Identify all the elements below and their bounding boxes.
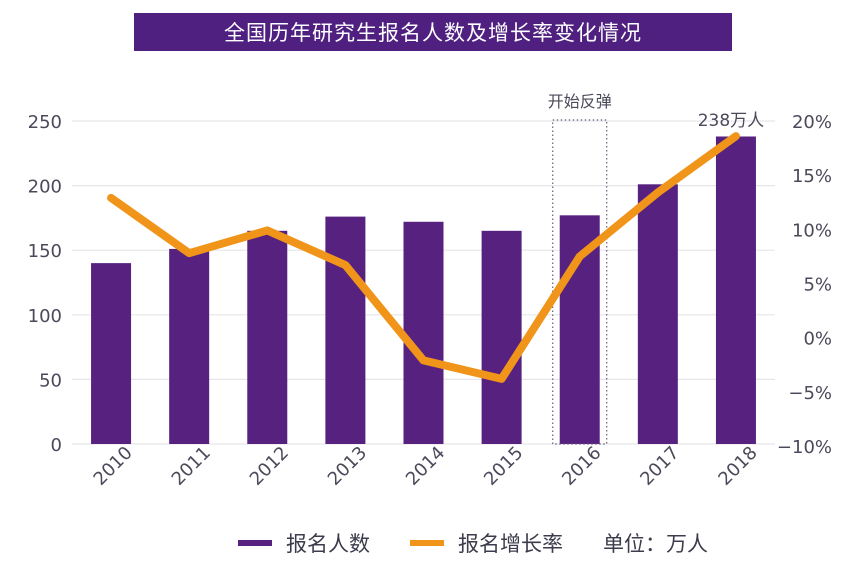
y-left-tick-label: 150 <box>28 241 62 262</box>
x-tick-label: 2014 <box>402 442 449 489</box>
legend-swatch-bar <box>238 540 272 546</box>
legend-item-line: 报名增长率 <box>410 528 563 558</box>
chart-title: 全国历年研究生报名人数及增长率变化情况 <box>134 13 732 51</box>
bar-2018 <box>715 136 756 444</box>
legend-unit-note: 单位：万人 <box>603 528 708 558</box>
legend-label-bar: 报名人数 <box>286 532 370 556</box>
rebound-highlight-box <box>552 119 608 445</box>
bar-2012 <box>247 230 288 444</box>
y-right-tick-label: 20% <box>792 112 832 133</box>
y-right-tick-label: 0% <box>803 329 832 350</box>
x-tick-label: 2012 <box>246 442 293 489</box>
x-tick-label: 2010 <box>90 442 137 489</box>
bar-2011 <box>169 248 210 444</box>
y-left-tick-label: 50 <box>39 370 62 391</box>
bar-2014 <box>403 221 444 444</box>
y-right-tick-label: 10% <box>792 220 832 241</box>
x-tick-label: 2018 <box>714 442 761 489</box>
y-left-tick-label: 100 <box>28 306 62 327</box>
y-left-tick-label: 200 <box>28 177 62 198</box>
bar-2013 <box>325 216 366 444</box>
x-tick-label: 2013 <box>324 442 371 489</box>
legend-label-line: 报名增长率 <box>458 532 563 556</box>
legend-item-bar: 报名人数 <box>238 528 370 558</box>
x-tick-label: 2015 <box>480 442 527 489</box>
y-right-tick-label: 5% <box>803 275 832 296</box>
bar-2015 <box>481 230 522 444</box>
unit-note: 单位：万人 <box>603 532 708 556</box>
y-right-tick-label: −5% <box>788 383 832 404</box>
bar-2010 <box>91 263 132 444</box>
x-tick-label: 2017 <box>636 442 683 489</box>
y-right-tick-label: 15% <box>792 166 832 187</box>
annotation-rebound: 开始反弹 <box>548 92 612 111</box>
y-right-tick-label: −10% <box>777 437 832 458</box>
bar-2017 <box>637 184 678 445</box>
legend-swatch-line <box>410 540 444 546</box>
y-left-tick-label: 0 <box>51 435 62 456</box>
annotation-238: 238万人 <box>698 111 764 131</box>
x-tick-label: 2016 <box>558 442 605 489</box>
y-left-tick-label: 250 <box>28 112 62 133</box>
legend: 报名人数 报名增长率 单位：万人 <box>238 528 748 558</box>
x-tick-label: 2011 <box>168 442 215 489</box>
